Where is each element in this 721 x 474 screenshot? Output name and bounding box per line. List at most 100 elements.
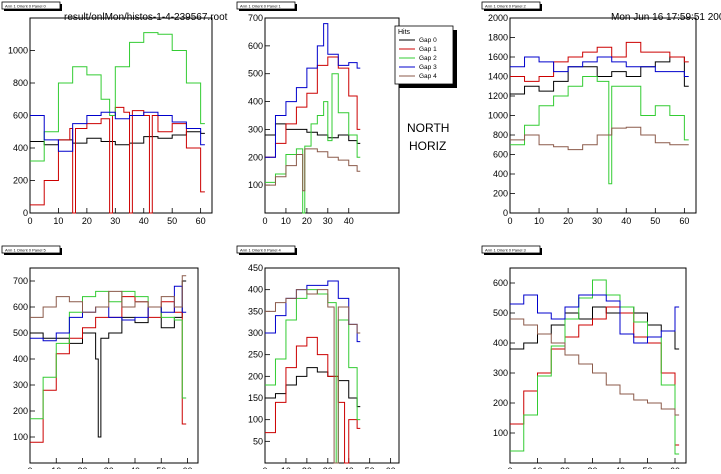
series-line-0 — [265, 123, 361, 144]
y-tick-label: 1200 — [488, 91, 508, 101]
x-tick-label: 40 — [621, 216, 631, 226]
y-tick-label: 200 — [13, 406, 28, 416]
chart-panel-1: Arm 1 Orient 0 Panel 1 0 10 20 30 40 100 200 300… — [236, 1, 457, 226]
panel-title: Arm 1 Orient 0 Panel 2 — [485, 4, 526, 9]
y-tick-label: 200 — [493, 398, 508, 408]
y-tick-label: 0 — [23, 208, 28, 218]
y-tick-label: 200 — [493, 189, 508, 199]
y-tick-label: 100 — [248, 180, 263, 190]
y-tick-label: 200 — [13, 176, 28, 186]
title-box — [1, 1, 61, 10]
y-tick-label: 1600 — [488, 52, 508, 62]
title-box — [236, 1, 296, 10]
overlay-north: NORTH — [407, 121, 450, 135]
series-line-1 — [265, 56, 361, 158]
x-tick-label: 10 — [281, 216, 291, 226]
y-tick-label: 600 — [248, 41, 263, 51]
y-tick-label: 800 — [13, 78, 28, 88]
legend-entry: Gap 2 — [419, 55, 437, 62]
plot-frame — [509, 267, 687, 464]
x-tick-label: 0 — [507, 216, 512, 226]
x-tick-label: 0 — [262, 216, 267, 226]
series-line-0 — [265, 367, 361, 408]
y-tick-label: 350 — [248, 306, 263, 316]
file-name: result/onlMon/histos-1-4-239567.root — [64, 12, 228, 23]
panel-title: Arm 1 Orient 0 Panel 0 — [5, 4, 46, 9]
date-time: Mon Jun 16 17:59:51 2007 — [611, 12, 721, 23]
x-tick-label: 10 — [534, 216, 544, 226]
x-tick-label: 40 — [139, 216, 149, 226]
x-tick-label: 0 — [27, 216, 32, 226]
legend-entry: Gap 1 — [419, 46, 437, 53]
plot-frame — [264, 267, 400, 464]
series-line-1 — [30, 106, 205, 214]
series-line-1 — [510, 41, 689, 82]
x-tick-label: 50 — [650, 216, 660, 226]
y-tick-label: 700 — [248, 13, 263, 23]
series-line-1 — [30, 296, 187, 443]
series-line-2 — [30, 32, 205, 162]
series-line-1 — [265, 336, 361, 464]
series-line-2 — [510, 76, 689, 185]
series-line-3 — [265, 23, 361, 158]
y-tick-label: 100 — [13, 432, 28, 442]
y-tick-label: 1000 — [8, 46, 28, 56]
series-line-0 — [30, 131, 205, 146]
y-tick-label: 400 — [13, 354, 28, 364]
panel-title: Arm 1 Orient 0 Panel 1 — [240, 4, 281, 9]
y-tick-label: 800 — [493, 130, 508, 140]
series-line-3 — [510, 294, 680, 344]
x-tick-label: 40 — [344, 216, 354, 226]
series-line-2 — [510, 279, 680, 455]
series-line-2 — [265, 289, 361, 464]
x-tick-label: 30 — [110, 216, 120, 226]
plot-frame — [264, 17, 400, 214]
title-box — [236, 245, 296, 254]
legend-entry: Gap 3 — [419, 64, 437, 71]
series-line-3 — [30, 285, 187, 342]
chart-panel-5: Arm 1 Orient 0 Panel 3010203040506010020… — [481, 245, 687, 474]
x-tick-label: 60 — [679, 216, 689, 226]
chart-panel-2: Arm 1 Orient 0 Panel 20 10 20 30 40 50 6002004… — [481, 1, 697, 226]
series-line-4 — [510, 126, 689, 151]
series-line-4 — [265, 148, 361, 192]
legend-title: Hits — [398, 29, 411, 36]
y-tick-label: 100 — [248, 415, 263, 425]
y-tick-label: 300 — [493, 368, 508, 378]
x-tick-label: 30 — [323, 216, 333, 226]
y-tick-label: 150 — [248, 393, 263, 403]
x-tick-label: 20 — [563, 216, 573, 226]
chart-panel-0: Arm 1 Orient 0 Panel 00 10 20 30 40 50 6002004… — [1, 1, 213, 226]
y-tick-label: 600 — [493, 278, 508, 288]
series-line-1 — [510, 306, 680, 446]
y-tick-label: 450 — [248, 263, 263, 273]
y-tick-label: 250 — [248, 350, 263, 360]
y-tick-label: 2000 — [488, 13, 508, 23]
plot-frame — [29, 17, 213, 214]
legend-entry: Gap 0 — [419, 37, 437, 44]
y-tick-label: 300 — [248, 124, 263, 134]
chart-panel-3: Arm 1 Orient 0 Panel 5010203040506010020… — [1, 245, 199, 474]
panel-title: Arm 1 Orient 0 Panel 4 — [240, 248, 281, 253]
title-box — [1, 245, 61, 254]
legend-entry: Gap 4 — [419, 73, 437, 80]
y-tick-label: 500 — [493, 308, 508, 318]
y-tick-label: 1400 — [488, 72, 508, 82]
chart-panel-4: Arm 1 Orient 0 Panel 4010203040506050100… — [236, 245, 400, 474]
x-tick-label: 30 — [592, 216, 602, 226]
y-tick-label: 400 — [13, 143, 28, 153]
y-tick-label: 400 — [493, 169, 508, 179]
y-tick-label: 600 — [13, 111, 28, 121]
y-tick-label: 1800 — [488, 33, 508, 43]
y-tick-label: 200 — [248, 152, 263, 162]
y-tick-label: 500 — [248, 69, 263, 79]
series-line-3 — [510, 56, 689, 77]
y-tick-label: 300 — [248, 328, 263, 338]
series-line-0 — [510, 56, 689, 95]
y-tick-label: 400 — [493, 338, 508, 348]
x-tick-label: 20 — [302, 216, 312, 226]
y-tick-label: 400 — [248, 97, 263, 107]
y-tick-label: 500 — [13, 328, 28, 338]
